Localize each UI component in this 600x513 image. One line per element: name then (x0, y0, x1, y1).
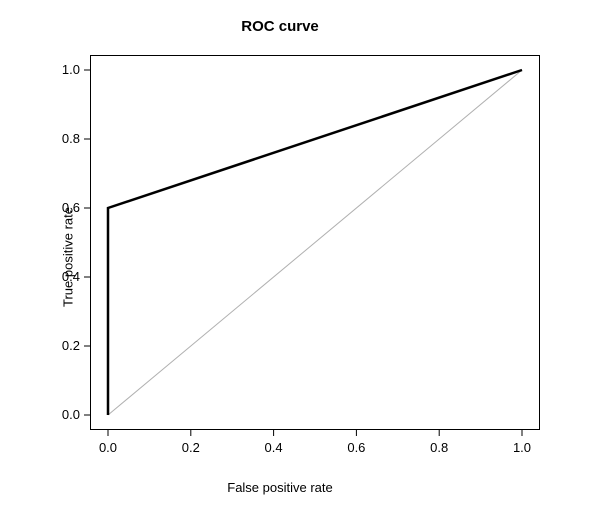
y-tick-label: 0.2 (50, 338, 80, 353)
y-axis-label: True positive rate (60, 207, 75, 307)
y-tick-label: 0.8 (50, 131, 80, 146)
roc-chart: ROC curve True positive rate False posit… (0, 0, 600, 513)
x-tick-label: 0.6 (341, 440, 371, 455)
chart-title: ROC curve (0, 18, 560, 35)
plot-area (90, 55, 540, 430)
chart-svg (90, 55, 540, 430)
x-axis-label: False positive rate (0, 480, 560, 495)
y-tick-label: 0.0 (50, 407, 80, 422)
x-tick-label: 1.0 (507, 440, 537, 455)
x-tick-label: 0.8 (424, 440, 454, 455)
y-tick-label: 0.6 (50, 200, 80, 215)
x-tick-label: 0.2 (176, 440, 206, 455)
x-tick-label: 0.4 (259, 440, 289, 455)
y-tick-label: 1.0 (50, 62, 80, 77)
x-tick-label: 0.0 (93, 440, 123, 455)
y-tick-label: 0.4 (50, 269, 80, 284)
